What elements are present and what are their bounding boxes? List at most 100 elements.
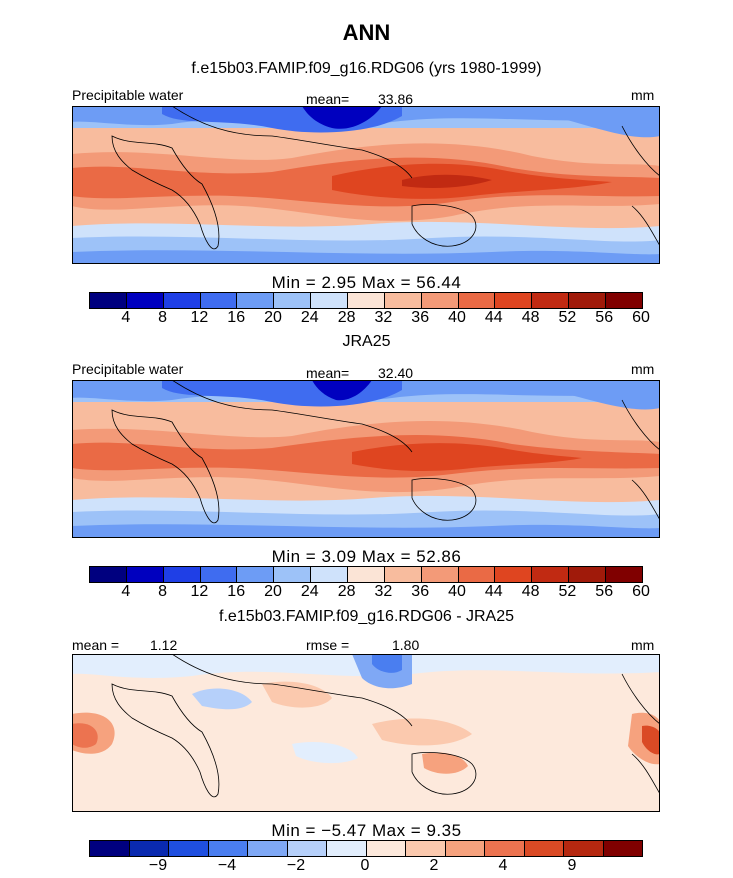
panel2-colorbar [89,566,643,583]
colorbar-tick-label: −9 [148,857,168,874]
americas-coast [621,399,660,451]
panel2-variable: Precipitable water [72,361,184,377]
panel1-map-frame [72,106,660,264]
panel1-max-label: Max = [361,273,412,292]
panel1-variable: Precipitable water [72,87,184,103]
panel3-map [72,654,660,812]
colorbar-swatch [603,841,642,856]
colorbar-tick-label: 40 [448,309,466,326]
colorbar-tick-label: 48 [521,583,540,600]
colorbar-swatch [208,841,248,856]
colorbar-tick-label: 8 [158,309,168,326]
africa-outline [111,683,220,798]
colorbar-swatch [248,841,288,856]
colorbar-tick-label: 4 [498,857,508,874]
south-america-coast [631,753,660,795]
americas-coast [621,125,660,177]
panel3-max-label: Max = [371,821,422,840]
colorbar-swatch [200,567,238,582]
colorbar-tick-label: 24 [300,309,319,326]
panel3-units: mm [631,637,655,653]
panel3-rmse-label: rmse = [306,637,350,653]
warm-pool-core [402,174,492,188]
panel1-colorbar [89,292,643,309]
colorbar-tick-label: 44 [484,309,503,326]
coastlines [111,106,660,250]
colorbar-tick-label: −2 [286,857,306,874]
south-america-coast [631,479,660,521]
colorbar-swatch [606,293,642,308]
atlantic-positive-core [72,723,98,748]
colorbar-tick-label: 28 [337,309,356,326]
panel3-mean-value: 1.12 [150,637,178,653]
panel3-rmse-value: 1.80 [392,637,420,653]
panel2-colorbar-ticks: 4 8 12 16 20 24 28 32 36 40 44 48 52 56 60 [89,583,650,601]
band-south-low [72,524,660,538]
colorbar-tick-label: 12 [190,309,209,326]
panel2-mean-value: 32.40 [378,365,414,381]
south-america-coast [631,205,660,247]
panel1-min-value: 2.95 [321,273,357,292]
colorbar-tick-label: 2 [429,857,439,874]
colorbar-tick-label: 60 [632,583,650,600]
panel1-mean-label: mean= [306,91,350,107]
colorbar-tick-label: 56 [595,583,614,600]
eurasia-coast [171,654,413,727]
panel1-map [72,106,660,264]
colorbar-swatch [445,841,485,856]
eurasia-coast [171,380,413,453]
australia-outline [411,752,477,795]
colorbar-swatch [274,567,312,582]
colorbar-tick-label: 40 [448,583,466,600]
panel1-min-label: Min = [271,273,317,292]
colorbar-swatch [327,841,367,856]
colorbar-tick-label: 24 [300,583,319,600]
colorbar-tick-label: −4 [217,857,237,874]
eurasia-coast [171,106,413,179]
coastlines [111,380,660,524]
colorbar-swatch [569,567,607,582]
colorbar-tick-label: 0 [360,857,370,874]
colorbar-swatch [163,293,201,308]
colorbar-swatch [532,293,570,308]
panel1-colorbar-ticks: 4 8 12 16 20 24 28 32 36 40 44 48 52 56 60 [89,309,650,327]
panel3-mean-label: mean = [72,637,120,653]
pacific-east-core [642,725,660,755]
panel3-map-frame [72,654,660,812]
colorbar-tick-label: 52 [558,309,577,326]
sahara-negative [192,688,252,710]
tibet-core [312,380,372,401]
colorbar-swatch [458,293,496,308]
colorbar-swatch [384,567,422,582]
panel1-max-value: 56.44 [416,273,462,292]
colorbar-tick-label: 9 [567,857,577,874]
colorbar-tick-label: 20 [264,583,282,600]
colorbar-tick-label: 36 [411,583,430,600]
panel2-min-value: 3.09 [321,547,357,566]
panel2-min-label: Min = [271,547,317,566]
coastlines [111,654,660,798]
colorbar-swatch [169,841,209,856]
colorbar-tick-label: 4 [121,583,131,600]
panel2-minmax: Min = 3.09 Max = 52.86 [0,547,733,567]
colorbar-tick-label: 28 [337,583,356,600]
panel2-mean-label: mean= [306,365,350,381]
panel1-mean-value: 33.86 [378,91,414,107]
panel3-colorbar-ticks: −9 −4 −2 0 2 4 9 [89,857,641,875]
colorbar-swatch [274,293,312,308]
australia-positive [422,752,468,774]
africa-outline [111,409,220,524]
colorbar-swatch [129,841,169,856]
colorbar-swatch [495,567,533,582]
colorbar-swatch [126,293,164,308]
colorbar-swatch [485,841,525,856]
colorbar-tick-label: 12 [190,583,209,600]
arctic-blue [552,380,660,410]
colorbar-swatch [458,567,496,582]
panel2-map-frame [72,380,660,538]
colorbar-swatch [311,293,349,308]
panel3-title: f.e15b03.FAMIP.f09_g16.RDG06 - JRA25 [219,608,514,625]
tibet-negative-core [372,654,402,673]
colorbar-tick-label: 36 [411,309,430,326]
warm-pool [352,443,582,471]
